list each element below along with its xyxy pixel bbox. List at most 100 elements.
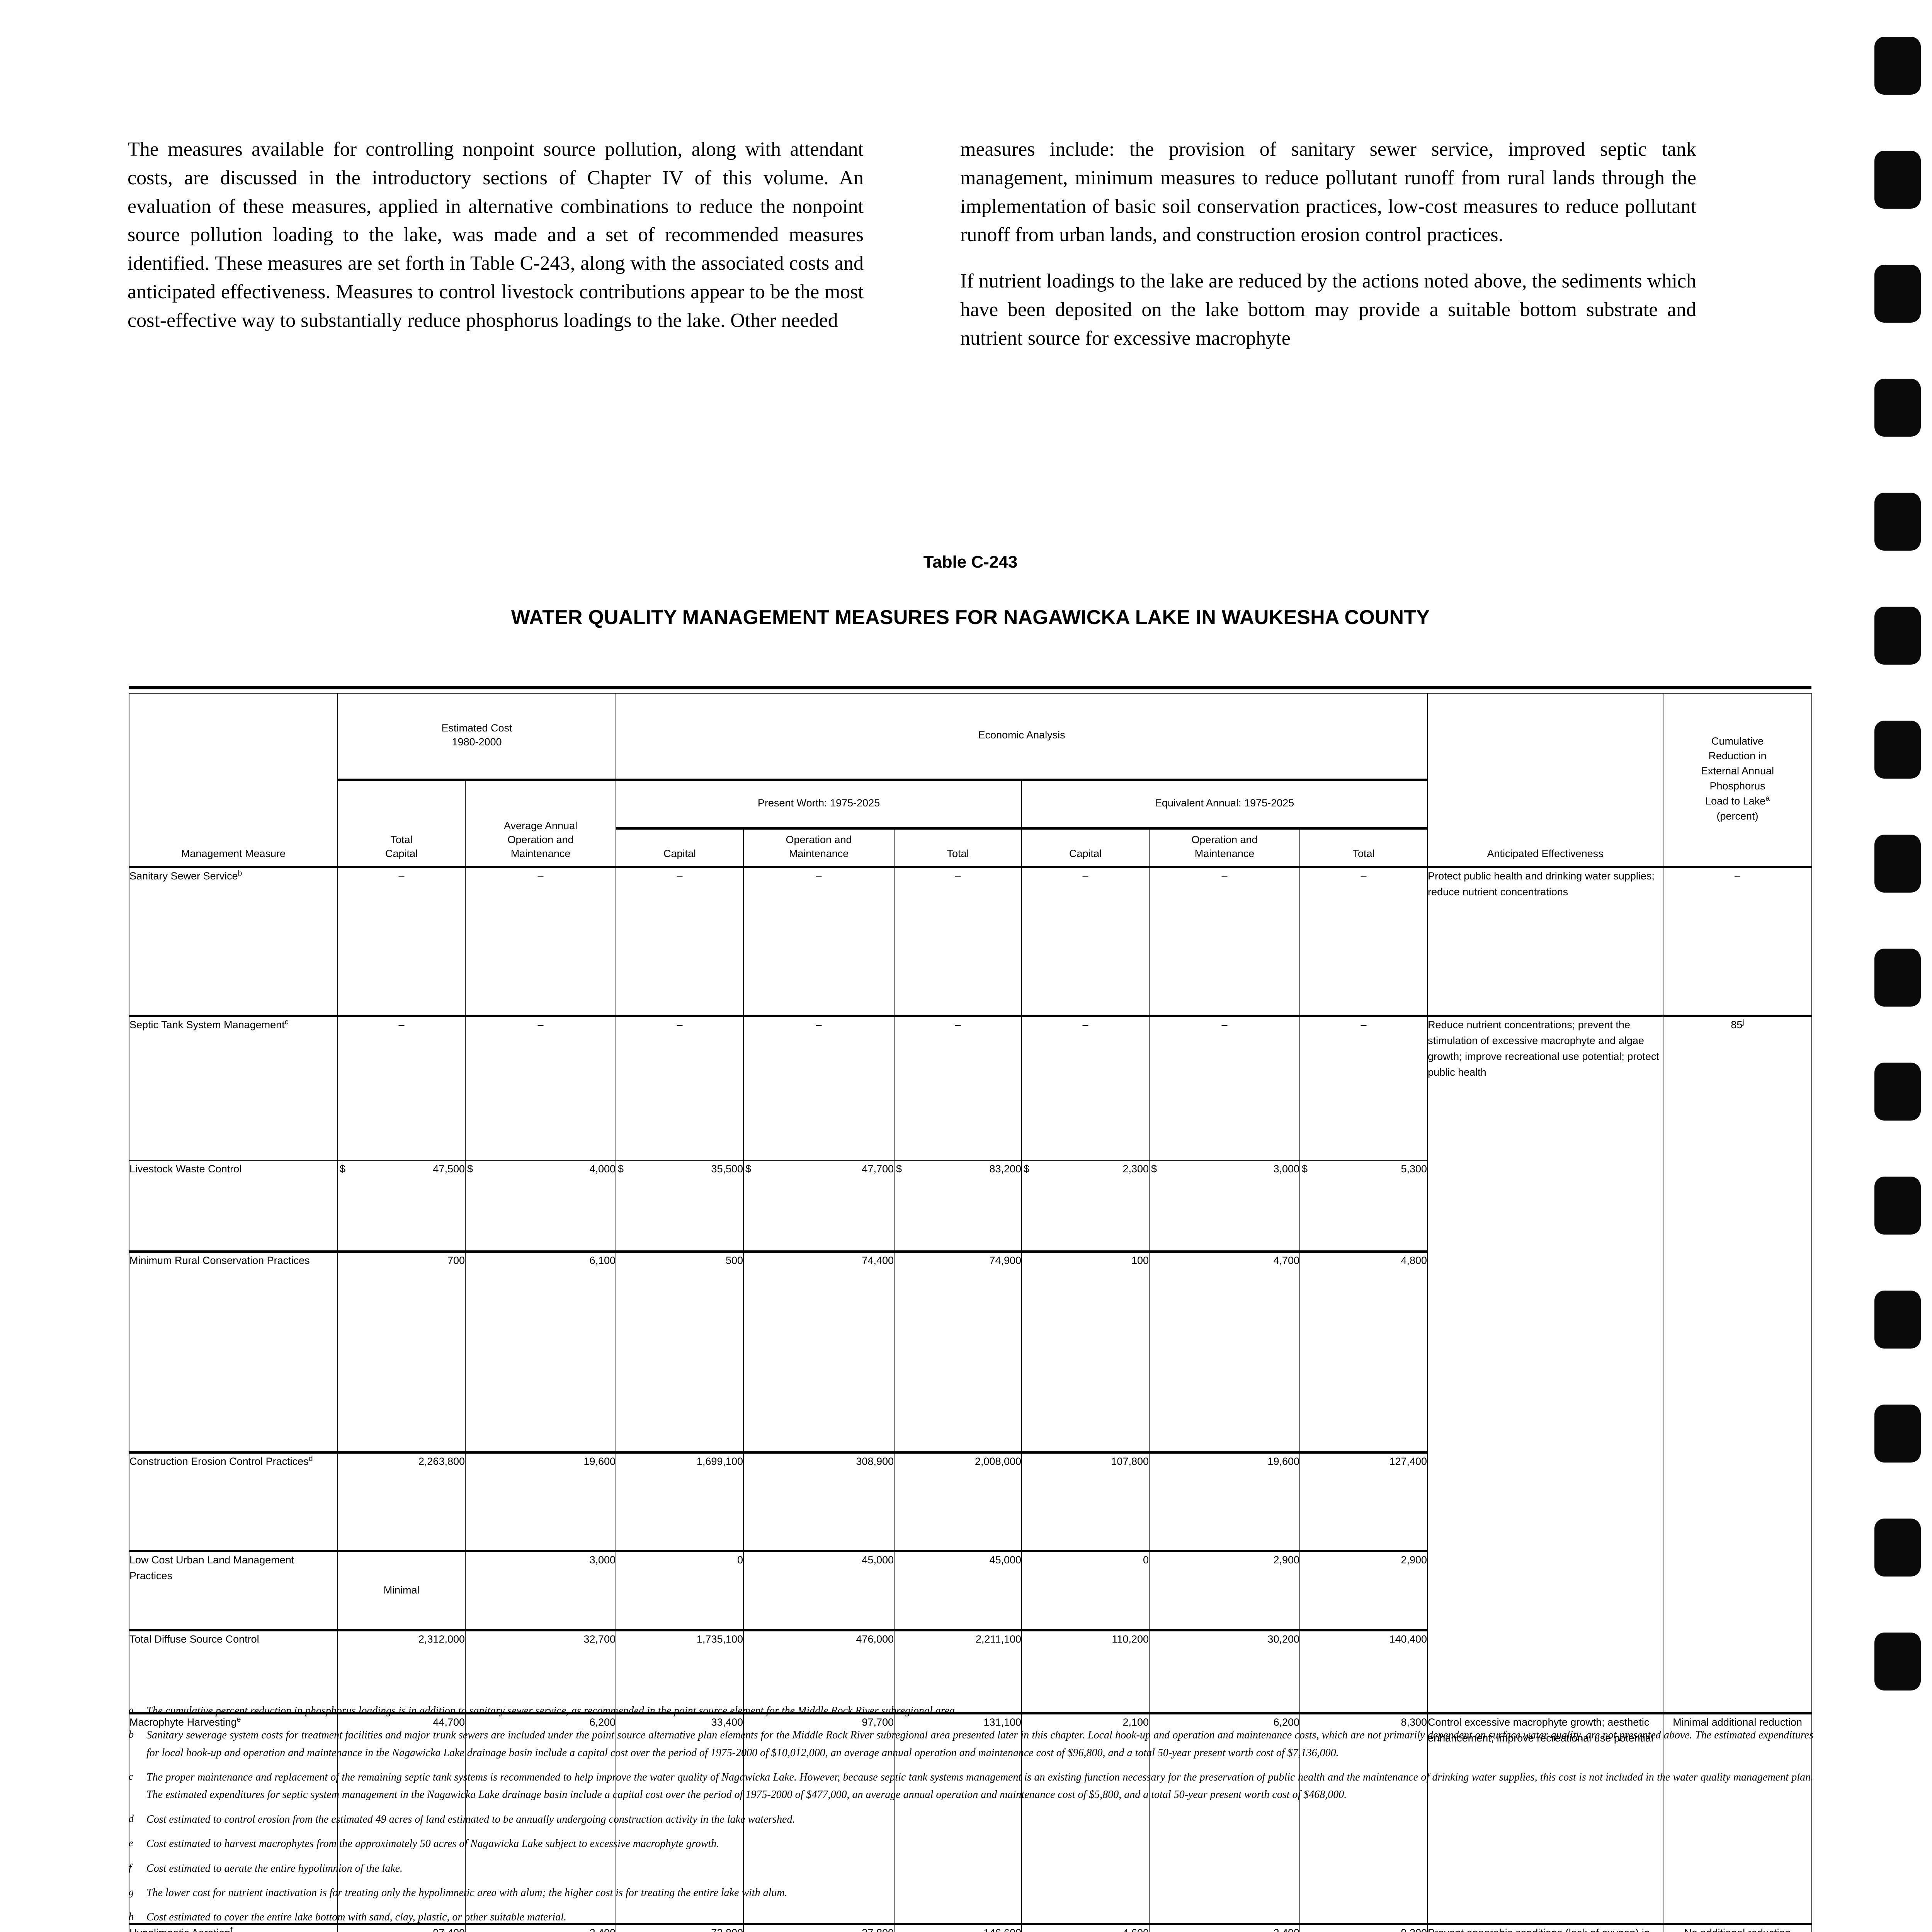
footnote-ref-b: b <box>238 869 242 878</box>
binder-mark <box>1874 493 1921 551</box>
footnote-item: b Sanitary sewerage system costs for trea… <box>129 1726 1813 1762</box>
cell-reduction: 85j <box>1663 1015 1813 1714</box>
cell-effectiveness: Protect public health and drinking water… <box>1427 866 1664 1017</box>
cell-reduction: No additional reduction <box>1663 1923 1813 1932</box>
footnote-marker: f <box>129 1862 132 1873</box>
cell-ea-total: 127,400 <box>1299 1451 1428 1552</box>
footnote-item: c The proper maintenance and replacement … <box>129 1769 1813 1804</box>
paragraph: If nutrient loadings to the lake are red… <box>960 270 1696 349</box>
cell-avg-annual-om: 2,400 <box>464 1923 617 1932</box>
th-cumulative-reduction: Cumulative Reduction in External Annual … <box>1663 692 1813 868</box>
footnote-text: Cost estimated to cover the entire lake … <box>146 1911 566 1923</box>
currency-value: $35,500 <box>618 1163 743 1175</box>
binder-mark <box>1874 1177 1921 1235</box>
cell-pw-total: – <box>894 1015 1022 1162</box>
table-footnotes: a The cumulative percent reduction in pho… <box>129 1702 1813 1932</box>
currency-value: $83,200 <box>896 1163 1022 1175</box>
footnote-ref-e: e <box>236 1715 241 1724</box>
cell-ea-capital: 107,800 <box>1021 1451 1150 1552</box>
cell-avg-annual-om: $4,000 <box>464 1160 617 1252</box>
value-dash: – <box>1361 1019 1367 1031</box>
paragraph: The measures available for controlling n… <box>128 138 864 332</box>
value-dash: – <box>1082 870 1088 882</box>
value-dash: – <box>1735 870 1741 882</box>
cell-avg-annual-om: 32,700 <box>464 1629 617 1714</box>
binder-mark <box>1874 949 1921 1007</box>
cell-measure: Construction Erosion Control Practicesd <box>129 1451 338 1552</box>
th-total-capital: Total Capital <box>337 779 466 868</box>
cell-pw-capital: – <box>616 866 744 1017</box>
th-ea-capital: Capital <box>1021 828 1150 868</box>
footnote-marker: a <box>129 1704 134 1716</box>
th-management-measure: Management Measure <box>129 692 338 868</box>
footnote-item: h Cost estimated to cover the entire lake… <box>129 1908 1813 1926</box>
value-dash: – <box>1221 870 1228 882</box>
cell-pw-om: – <box>743 1015 895 1162</box>
cell-pw-om: 476,000 <box>743 1629 895 1714</box>
binder-mark <box>1874 1405 1921 1463</box>
cell-pw-capital: 1,699,100 <box>616 1451 744 1552</box>
cell-total-capital: 44,700 <box>337 1712 466 1925</box>
table-body: Sanitary Sewer Serviceb – – – – – – – – Protect p… <box>129 866 1813 1932</box>
table-row: Sanitary Sewer Serviceb – – – – – – – – Protect p… <box>129 866 1813 1017</box>
binder-mark <box>1874 1291 1921 1349</box>
cell-pw-capital: 1,735,100 <box>616 1629 744 1714</box>
cell-ea-capital: 100 <box>1021 1250 1150 1453</box>
cell-ea-total: $5,300 <box>1299 1160 1428 1252</box>
cell-total-capital: $47,500 <box>337 1160 466 1252</box>
cell-pw-om: 308,900 <box>743 1451 895 1552</box>
currency-value: $47,500 <box>340 1163 465 1175</box>
footnote-ref-d: d <box>308 1454 313 1463</box>
binder-mark <box>1874 835 1921 893</box>
footnote-marker: d <box>129 1813 134 1824</box>
currency-value: $2,300 <box>1024 1163 1149 1175</box>
table-title: WATER QUALITY MANAGEMENT MEASURES FOR NA… <box>511 606 1430 629</box>
cell-measure: Sanitary Sewer Serviceb <box>129 866 338 1017</box>
th-avg-annual-om: Average Annual Operation and Maintenance <box>464 779 617 868</box>
paragraph: measures include: the provision of sanit… <box>960 138 1696 246</box>
cell-ea-total: 4,800 <box>1299 1250 1428 1453</box>
table-number: Table C-243 <box>923 553 1018 571</box>
th-estimated-cost-group: Estimated Cost 1980-2000 <box>337 693 617 781</box>
value-dash: – <box>955 1019 961 1031</box>
th-anticipated-effectiveness: Anticipated Effectiveness <box>1427 692 1664 868</box>
cell-avg-annual-om: 19,600 <box>464 1451 617 1552</box>
th-present-worth: Present Worth: 1975-2025 <box>616 779 1022 830</box>
footnote-item: e Cost estimated to harvest macrophytes f… <box>129 1835 1813 1852</box>
cell-pw-capital: 0 <box>616 1550 744 1631</box>
th-economic-analysis: Economic Analysis <box>616 693 1428 781</box>
cell-total-capital: Minimal <box>337 1550 466 1631</box>
cell-pw-capital: 33,400 <box>616 1712 744 1925</box>
footnote-text: Cost estimated to aerate the entire hypo… <box>146 1862 403 1874</box>
binder-mark <box>1874 379 1921 437</box>
footnote-item: d Cost estimated to control erosion from … <box>129 1811 1813 1828</box>
currency-value: $5,300 <box>1302 1163 1427 1175</box>
value-dash: – <box>537 1019 544 1031</box>
value-dash: – <box>398 1019 405 1031</box>
cell-avg-annual-om: – <box>464 1015 617 1162</box>
footnote-ref-a: a <box>1765 794 1770 803</box>
binder-mark <box>1874 265 1921 323</box>
binder-mark <box>1874 1633 1921 1690</box>
cell-pw-capital: – <box>616 1015 744 1162</box>
cell-pw-capital: $35,500 <box>616 1160 744 1252</box>
cell-ea-om: 30,200 <box>1149 1629 1301 1714</box>
footnote-text: The cumulative percent reduction in phos… <box>146 1705 957 1717</box>
cell-ea-capital: 2,100 <box>1021 1712 1150 1925</box>
cell-pw-total: 2,211,100 <box>894 1629 1022 1714</box>
th-equivalent-annual: Equivalent Annual: 1975-2025 <box>1021 779 1428 830</box>
cell-ea-om: 2,900 <box>1149 1550 1301 1631</box>
value-dash: – <box>1082 1019 1088 1031</box>
binder-mark <box>1874 151 1921 209</box>
value-dash: – <box>1361 870 1367 882</box>
binder-mark <box>1874 1063 1921 1121</box>
cell-ea-capital: $2,300 <box>1021 1160 1150 1252</box>
table-row: Livestock Waste Control $47,500 $4,000 $35,… <box>129 1160 1812 1252</box>
currency-value: $47,700 <box>745 1163 894 1175</box>
cell-pw-total: 45,000 <box>894 1550 1022 1631</box>
cell-effectiveness: Prevent anaerobic conditions (lack of ox… <box>1427 1923 1664 1932</box>
cell-ea-total: 2,900 <box>1299 1550 1428 1631</box>
cell-pw-total: 131,100 <box>894 1712 1022 1925</box>
cell-pw-om: 74,400 <box>743 1250 895 1453</box>
